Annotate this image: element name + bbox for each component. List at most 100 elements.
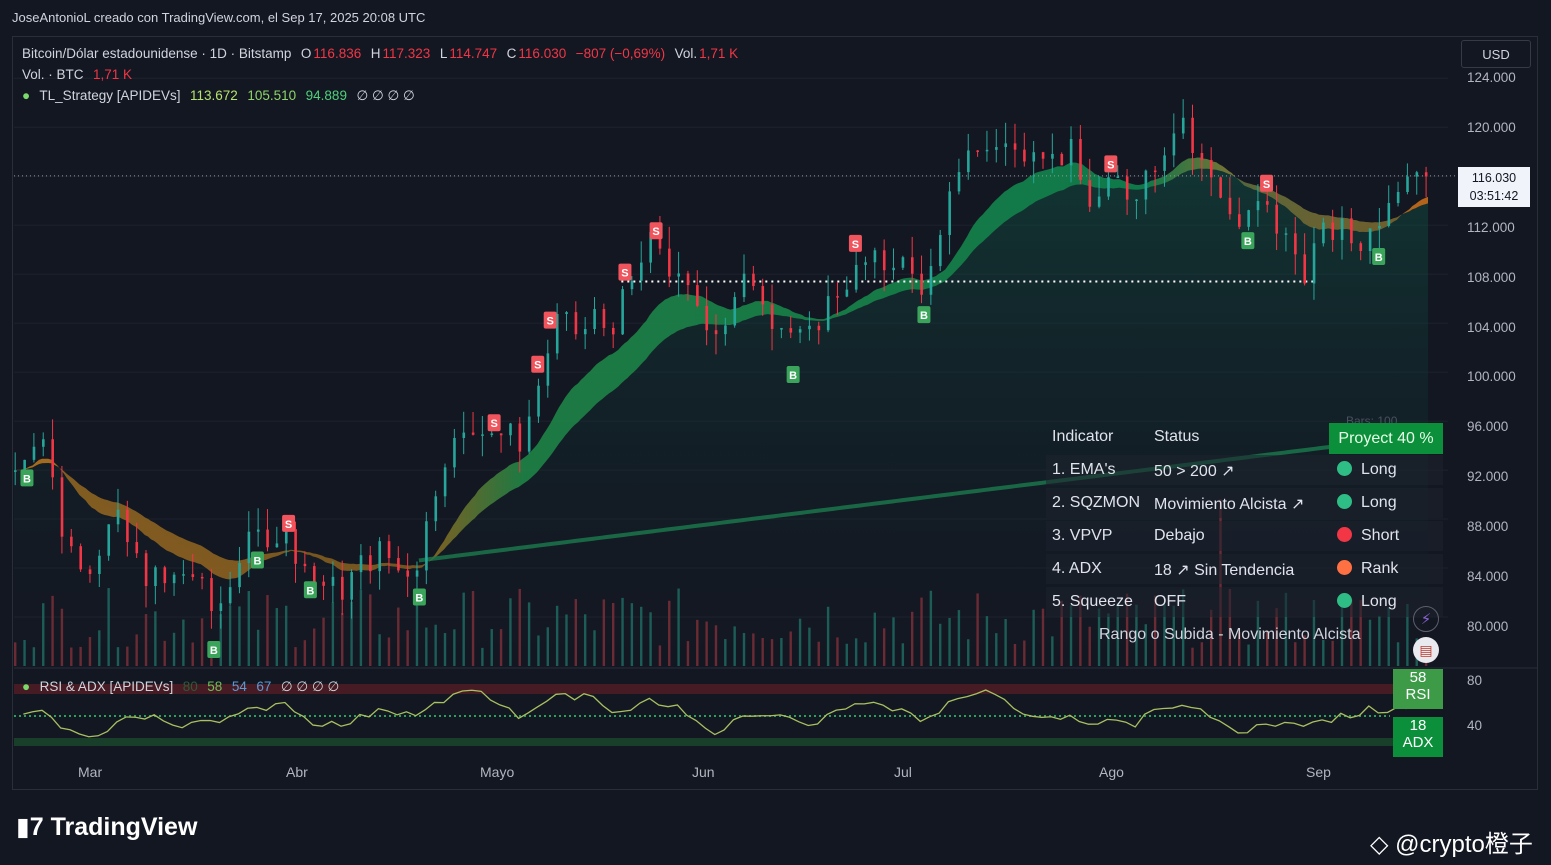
candle-body [172, 574, 176, 584]
candle-body [79, 546, 83, 570]
volume-bar [490, 629, 493, 666]
candle-body [1191, 117, 1194, 153]
candle-body [1069, 139, 1073, 166]
volume-bar [144, 614, 148, 666]
volume-bar [658, 645, 662, 666]
candle-body [1256, 201, 1260, 211]
change-value: −807 (−0,69%) [575, 46, 666, 61]
candle-body [425, 521, 428, 571]
volume-bar [649, 612, 652, 666]
candle-body [397, 558, 400, 571]
rsi-line [23, 689, 1425, 738]
volume-bar [23, 639, 26, 666]
candle-body [1303, 254, 1307, 284]
candle-body [369, 555, 372, 572]
candle-body [808, 325, 811, 330]
signal-label: S [1107, 159, 1114, 171]
volume-bar [724, 639, 727, 666]
candle-body [98, 555, 101, 574]
volume-bar [369, 594, 372, 666]
candle-body [154, 567, 157, 587]
candle-body [910, 257, 914, 274]
volume-bar [359, 589, 363, 666]
volume-bar [583, 614, 587, 666]
candle-body [1051, 153, 1054, 159]
candle-body [611, 327, 615, 335]
candle-body [1219, 177, 1222, 198]
volume-bar [836, 637, 839, 666]
signal-label: B [253, 556, 261, 568]
candle-body [817, 325, 821, 331]
volume-bar [742, 632, 746, 666]
candle-body [1424, 172, 1428, 177]
candle-body [32, 446, 36, 460]
volume-bar [51, 595, 54, 666]
volume-bar [453, 629, 456, 666]
volume-bar [434, 624, 437, 666]
lightning-icon[interactable]: ⚡ [1413, 606, 1439, 632]
status-dot-icon [1337, 461, 1352, 476]
volume-bar [378, 634, 381, 666]
candle-body [182, 574, 185, 576]
currency-button[interactable]: USD [1461, 40, 1531, 68]
volume-bar [789, 631, 792, 666]
signal-marker [786, 365, 800, 383]
y-tick: 92.000 [1467, 469, 1509, 484]
signal-label: B [920, 310, 928, 322]
signal-label: S [490, 418, 497, 430]
volume-bar [98, 630, 101, 666]
signal-marker [20, 469, 34, 487]
candle-body [864, 262, 867, 265]
candle-body [658, 231, 662, 249]
status-dot-icon [1337, 494, 1352, 509]
table-row: 2. SQZMON Movimiento Alcista ↗ Long [1046, 488, 1443, 518]
volume-bar [331, 602, 335, 666]
volume-bar [1013, 644, 1017, 666]
candle-body [415, 570, 419, 577]
candle-body [761, 286, 765, 305]
volume-bar [172, 632, 176, 666]
candle-body [191, 574, 195, 577]
volume-bar [275, 608, 279, 666]
candle-body [453, 437, 456, 468]
x-tick: Sep [1306, 764, 1331, 780]
us-flag-icon[interactable]: ▤ [1413, 637, 1439, 663]
candle-body [574, 312, 578, 335]
frog-icon: ● [22, 88, 31, 103]
volume-bar [826, 606, 830, 666]
candle-body [1153, 170, 1157, 173]
volume-bar [1097, 608, 1101, 666]
volume-bar [88, 637, 92, 666]
signal-label: B [1375, 252, 1383, 264]
volume-bar [1079, 595, 1082, 666]
candle-body [649, 231, 652, 263]
candle-body [780, 328, 783, 330]
rsi-tick: 40 [1467, 718, 1483, 733]
signal-label: S [652, 226, 659, 238]
volume-bar [1312, 600, 1316, 666]
candle-body [481, 434, 484, 436]
volume-bar [350, 601, 353, 666]
candle-body [266, 529, 269, 548]
volume-bar [1125, 593, 1129, 666]
candle-body [42, 439, 45, 447]
candle-body [752, 273, 755, 287]
trend-summary: Rango o Subida - Movimiento Alcista [1099, 626, 1361, 643]
candle-body [1247, 210, 1250, 227]
candle-body [294, 529, 297, 564]
candle-body [826, 296, 830, 331]
candle-body [70, 536, 73, 547]
volume-bar [284, 605, 288, 666]
volume-bar [1088, 626, 1091, 666]
candle-body [1088, 180, 1092, 207]
volume-bar [705, 621, 708, 666]
volume-bar [1294, 642, 1297, 666]
candle-body [854, 264, 858, 290]
volume-bar [1396, 642, 1400, 666]
candle-body [1125, 176, 1129, 200]
y-tick: 88.000 [1467, 519, 1509, 534]
candle-body [527, 416, 531, 452]
candle-body [1004, 143, 1008, 148]
signal-label: B [789, 370, 797, 382]
candle-body [836, 296, 839, 298]
